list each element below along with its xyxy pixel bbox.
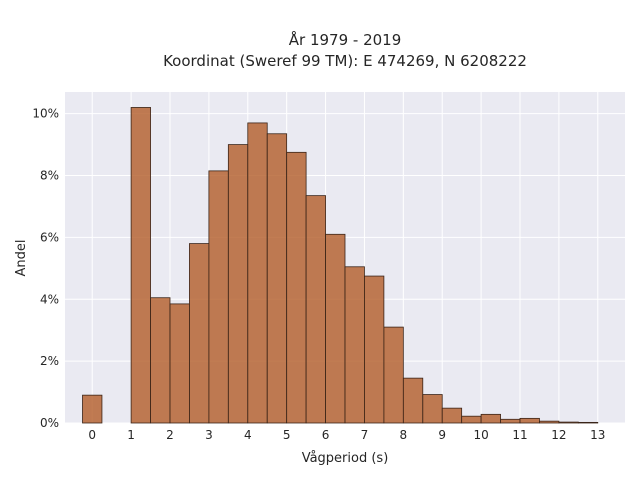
x-tick-label-2: 2 <box>166 428 174 442</box>
histogram-bar-7 <box>208 170 229 424</box>
x-tick-labels: 0 1 2 3 4 5 6 7 8 9 10 11 12 13 <box>88 428 605 442</box>
histogram-bar-3 <box>130 107 151 424</box>
x-tick-label-7: 7 <box>361 428 369 442</box>
y-tick-label-2: 4% <box>40 292 59 306</box>
x-tick-label-6: 6 <box>322 428 330 442</box>
histogram-bar-12 <box>305 195 326 424</box>
histogram-bar-19 <box>441 407 463 424</box>
x-tick-label-5: 5 <box>283 428 291 442</box>
histogram-bar-13 <box>325 233 346 424</box>
histogram-bar-18 <box>422 394 443 424</box>
x-tick-label-1: 1 <box>127 428 135 442</box>
x-tick-label-3: 3 <box>205 428 213 442</box>
chart-title-line-1: År 1979 - 2019 <box>289 30 402 49</box>
histogram-bar-6 <box>189 243 210 424</box>
histogram-bar-14 <box>344 266 365 424</box>
histogram-bar-17 <box>402 377 424 424</box>
histogram-bar-20 <box>461 415 482 424</box>
histogram-bar-11 <box>286 151 307 424</box>
x-tick-label-12: 12 <box>551 428 566 442</box>
x-tick-label-13: 13 <box>590 428 605 442</box>
y-tick-labels: 0% 2% 4% 6% 8% 10% <box>32 107 59 430</box>
histogram-bar-0 <box>82 394 103 424</box>
x-tick-label-4: 4 <box>244 428 252 442</box>
histogram-bar-24 <box>539 420 560 424</box>
histogram-bar-4 <box>150 297 171 424</box>
histogram-bar-8 <box>227 144 249 424</box>
x-tick-label-8: 8 <box>400 428 408 442</box>
histogram-bar-21 <box>480 413 501 424</box>
y-tick-label-4: 8% <box>40 169 59 183</box>
histogram-bar-22 <box>500 418 521 424</box>
histogram-bar-23 <box>519 417 540 424</box>
y-tick-label-5: 10% <box>32 107 59 121</box>
y-tick-label-0: 0% <box>40 416 59 430</box>
y-axis-label: Andel <box>14 240 29 277</box>
histogram-bar-15 <box>364 275 385 424</box>
x-axis-label: Vågperiod (s) <box>302 451 389 466</box>
y-tick-label-1: 2% <box>40 354 59 368</box>
histogram-bar-9 <box>247 122 268 424</box>
chart-title-line-2: Koordinat (Sweref 99 TM): E 474269, N 62… <box>163 52 527 70</box>
x-tick-label-11: 11 <box>512 428 527 442</box>
x-tick-label-9: 9 <box>438 428 446 442</box>
histogram-bar-5 <box>169 303 190 424</box>
x-tick-label-10: 10 <box>473 428 488 442</box>
x-tick-label-0: 0 <box>88 428 96 442</box>
histogram-bar-25 <box>558 421 579 424</box>
histogram-bar-26 <box>577 421 599 424</box>
bars <box>82 107 599 424</box>
y-tick-label-3: 6% <box>40 230 59 244</box>
histogram-bar-16 <box>383 326 404 424</box>
histogram-bar-10 <box>266 133 288 424</box>
